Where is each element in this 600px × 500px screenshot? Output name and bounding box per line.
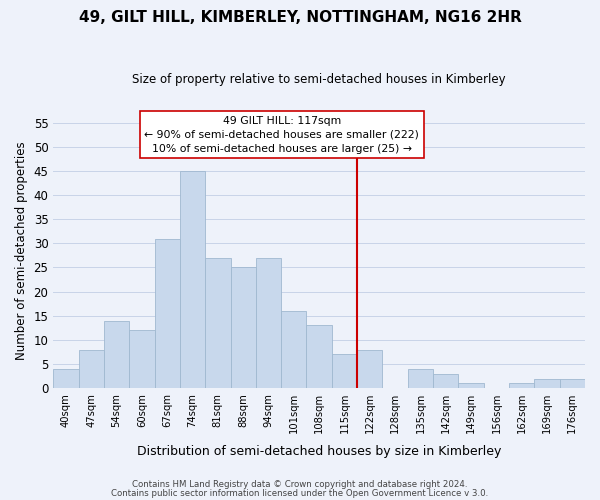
Bar — [433, 374, 458, 388]
Bar — [535, 378, 560, 388]
Bar — [205, 258, 230, 388]
X-axis label: Distribution of semi-detached houses by size in Kimberley: Distribution of semi-detached houses by … — [137, 444, 502, 458]
Bar — [307, 326, 332, 388]
Title: Size of property relative to semi-detached houses in Kimberley: Size of property relative to semi-detach… — [133, 72, 506, 86]
Text: Contains public sector information licensed under the Open Government Licence v : Contains public sector information licen… — [112, 488, 488, 498]
Bar — [408, 369, 433, 388]
Text: 49 GILT HILL: 117sqm
← 90% of semi-detached houses are smaller (222)
10% of semi: 49 GILT HILL: 117sqm ← 90% of semi-detac… — [145, 116, 419, 154]
Bar — [509, 384, 535, 388]
Text: 49, GILT HILL, KIMBERLEY, NOTTINGHAM, NG16 2HR: 49, GILT HILL, KIMBERLEY, NOTTINGHAM, NG… — [79, 10, 521, 25]
Bar — [53, 369, 79, 388]
Y-axis label: Number of semi-detached properties: Number of semi-detached properties — [15, 142, 28, 360]
Bar — [104, 320, 129, 388]
Bar — [155, 238, 180, 388]
Bar — [281, 311, 307, 388]
Bar — [560, 378, 585, 388]
Text: Contains HM Land Registry data © Crown copyright and database right 2024.: Contains HM Land Registry data © Crown c… — [132, 480, 468, 489]
Bar — [458, 384, 484, 388]
Bar — [256, 258, 281, 388]
Bar — [230, 268, 256, 388]
Bar — [357, 350, 382, 388]
Bar — [332, 354, 357, 388]
Bar — [180, 171, 205, 388]
Bar — [129, 330, 155, 388]
Bar — [79, 350, 104, 388]
